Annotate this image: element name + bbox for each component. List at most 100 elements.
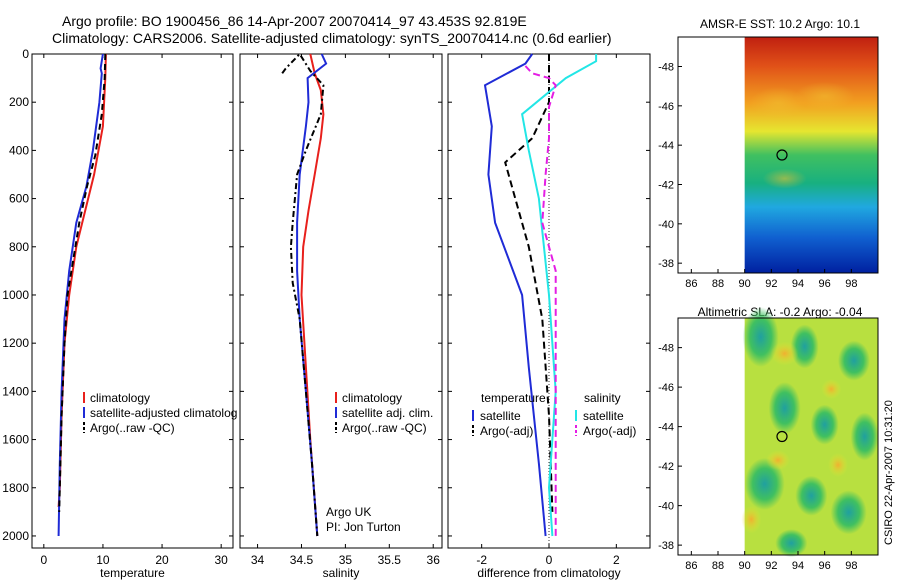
sla-pattern bbox=[795, 475, 828, 516]
map-panel-2: Altimetric SLA: -0.2 Argo: -0.04 86 88 90 92… bbox=[658, 305, 879, 572]
x-tick-label: 96 bbox=[819, 560, 831, 572]
legend-entry: Argo(-adj) bbox=[583, 424, 636, 438]
x-tick-label: 94 bbox=[792, 560, 804, 572]
legend-entry: satellite-adjusted climatolog bbox=[90, 406, 237, 420]
y-tick-label: 0 bbox=[22, 47, 29, 61]
y-tick-label: 1200 bbox=[2, 336, 29, 350]
x-tick-label: 98 bbox=[845, 278, 857, 290]
x-tick-label: 94 bbox=[792, 278, 804, 290]
axes-frame bbox=[239, 53, 443, 549]
legend-entry: Argo(..raw -QC) bbox=[90, 421, 175, 435]
y-tick-label: 400 bbox=[9, 143, 29, 157]
x-tick-label: 96 bbox=[819, 278, 831, 290]
x-tick-label: 92 bbox=[765, 278, 777, 290]
x-tick-label: -2 bbox=[476, 553, 487, 567]
series-line-satellite-adj-clim- bbox=[296, 53, 328, 537]
x-tick-label: 0 bbox=[40, 553, 47, 567]
map-title: Altimetric SLA: -0.2 Argo: -0.04 bbox=[698, 305, 863, 319]
legend-entry: satellite bbox=[583, 409, 624, 423]
y-tick-label: -38 bbox=[658, 258, 674, 270]
x-tick-label: 2 bbox=[613, 553, 620, 567]
y-tick-label: -48 bbox=[658, 343, 674, 355]
map-panel-1: AMSR-E SST: 10.2 Argo: 10.1 86 88 90 92 94 96 9… bbox=[658, 17, 879, 290]
sla-pattern bbox=[810, 404, 839, 445]
sla-pattern bbox=[741, 505, 762, 534]
series-line-argo-raw-qc- bbox=[281, 52, 325, 537]
x-axis-label: temperature bbox=[100, 566, 165, 580]
y-tick-label: -40 bbox=[658, 501, 674, 513]
y-tick-label: 1000 bbox=[2, 288, 29, 302]
sst-pattern bbox=[762, 168, 807, 189]
y-tick-label: -44 bbox=[658, 140, 674, 152]
legend-entry: satellite adj. clim. bbox=[342, 406, 433, 420]
y-tick-label: -46 bbox=[658, 382, 674, 394]
annotation-text: PI: Jon Turton bbox=[326, 520, 401, 534]
x-tick-label: 10 bbox=[96, 553, 110, 567]
map-title: AMSR-E SST: 10.2 Argo: 10.1 bbox=[700, 17, 860, 31]
y-tick-label: 600 bbox=[9, 192, 29, 206]
y-tick-label: -42 bbox=[658, 461, 674, 473]
axes-frame bbox=[31, 53, 234, 549]
sla-pattern bbox=[850, 412, 879, 461]
side-label: CSIRO 22-Apr-2007 10:31:20 bbox=[883, 400, 895, 545]
series-line-salinity-argo-adj- bbox=[524, 65, 557, 536]
y-tick-label: -38 bbox=[658, 540, 674, 552]
series-line-argo-raw-qc- bbox=[58, 53, 107, 512]
sla-pattern bbox=[821, 379, 842, 400]
x-axis-label: difference from climatology bbox=[477, 566, 620, 580]
x-tick-label: 0 bbox=[546, 553, 553, 567]
legend-title-salinity: salinity bbox=[584, 391, 621, 405]
x-tick-label: 88 bbox=[712, 560, 724, 572]
x-tick-label: 86 bbox=[685, 278, 697, 290]
x-tick-label: 30 bbox=[214, 553, 228, 567]
profile-panel-1: 0 10 20 30 temperature 0 200 400 600 800 1000 1200 1… bbox=[2, 47, 237, 580]
y-tick-label: 1400 bbox=[2, 384, 29, 398]
figure-title-line2: Climatology: CARS2006. Satellite-adjuste… bbox=[52, 30, 612, 46]
sla-pattern bbox=[838, 340, 870, 381]
series-line-satellite-adjusted-climatolog bbox=[57, 53, 104, 537]
x-tick-label: 98 bbox=[845, 560, 857, 572]
map-frame bbox=[677, 317, 879, 556]
series-line-salinity-satellite bbox=[521, 54, 598, 537]
legend-entry: climatology bbox=[342, 391, 402, 405]
sla-pattern bbox=[744, 457, 785, 510]
legend-entry: climatology bbox=[90, 391, 150, 405]
legend-entry: Argo(-adj) bbox=[480, 424, 533, 438]
sla-pattern bbox=[768, 382, 801, 435]
x-tick-label: 35 bbox=[339, 553, 353, 567]
y-tick-label: 1600 bbox=[2, 433, 29, 447]
y-tick-label: 1800 bbox=[2, 481, 29, 495]
sla-pattern bbox=[766, 450, 790, 471]
x-tick-label: 34 bbox=[251, 553, 265, 567]
series-line-climatology bbox=[57, 53, 107, 508]
y-tick-label: -46 bbox=[658, 101, 674, 113]
x-tick-label: 90 bbox=[739, 278, 751, 290]
sst-pattern bbox=[750, 87, 806, 120]
series-line-temperature-satellite bbox=[483, 53, 547, 537]
y-tick-label: 800 bbox=[9, 240, 29, 254]
sla-pattern bbox=[830, 490, 867, 535]
y-tick-label: 2000 bbox=[2, 529, 29, 543]
figure-title-line1: Argo profile: BO 1900456_86 14-Apr-2007 … bbox=[62, 13, 527, 29]
y-tick-label: -40 bbox=[658, 219, 674, 231]
x-tick-label: 20 bbox=[155, 553, 169, 567]
x-tick-label: 34.5 bbox=[290, 553, 314, 567]
x-tick-label: 86 bbox=[685, 560, 697, 572]
x-axis-label: salinity bbox=[323, 566, 360, 580]
x-tick-label: 35.5 bbox=[378, 553, 402, 567]
y-tick-label: -48 bbox=[658, 62, 674, 74]
sst-field bbox=[744, 37, 878, 273]
annotation-text: Argo UK bbox=[326, 505, 371, 519]
sla-pattern bbox=[742, 306, 779, 367]
argo-location-marker bbox=[776, 149, 788, 161]
y-tick-label: -42 bbox=[658, 180, 674, 192]
sla-pattern bbox=[828, 452, 848, 477]
sla-pattern bbox=[775, 529, 808, 558]
x-tick-label: 88 bbox=[712, 278, 724, 290]
sst-pattern bbox=[794, 82, 855, 110]
map-frame bbox=[677, 36, 879, 274]
y-tick-label: -44 bbox=[658, 422, 674, 434]
legend-title-temperature: temperature bbox=[481, 391, 546, 405]
x-tick-label: 92 bbox=[765, 560, 777, 572]
x-tick-label: 90 bbox=[739, 560, 751, 572]
